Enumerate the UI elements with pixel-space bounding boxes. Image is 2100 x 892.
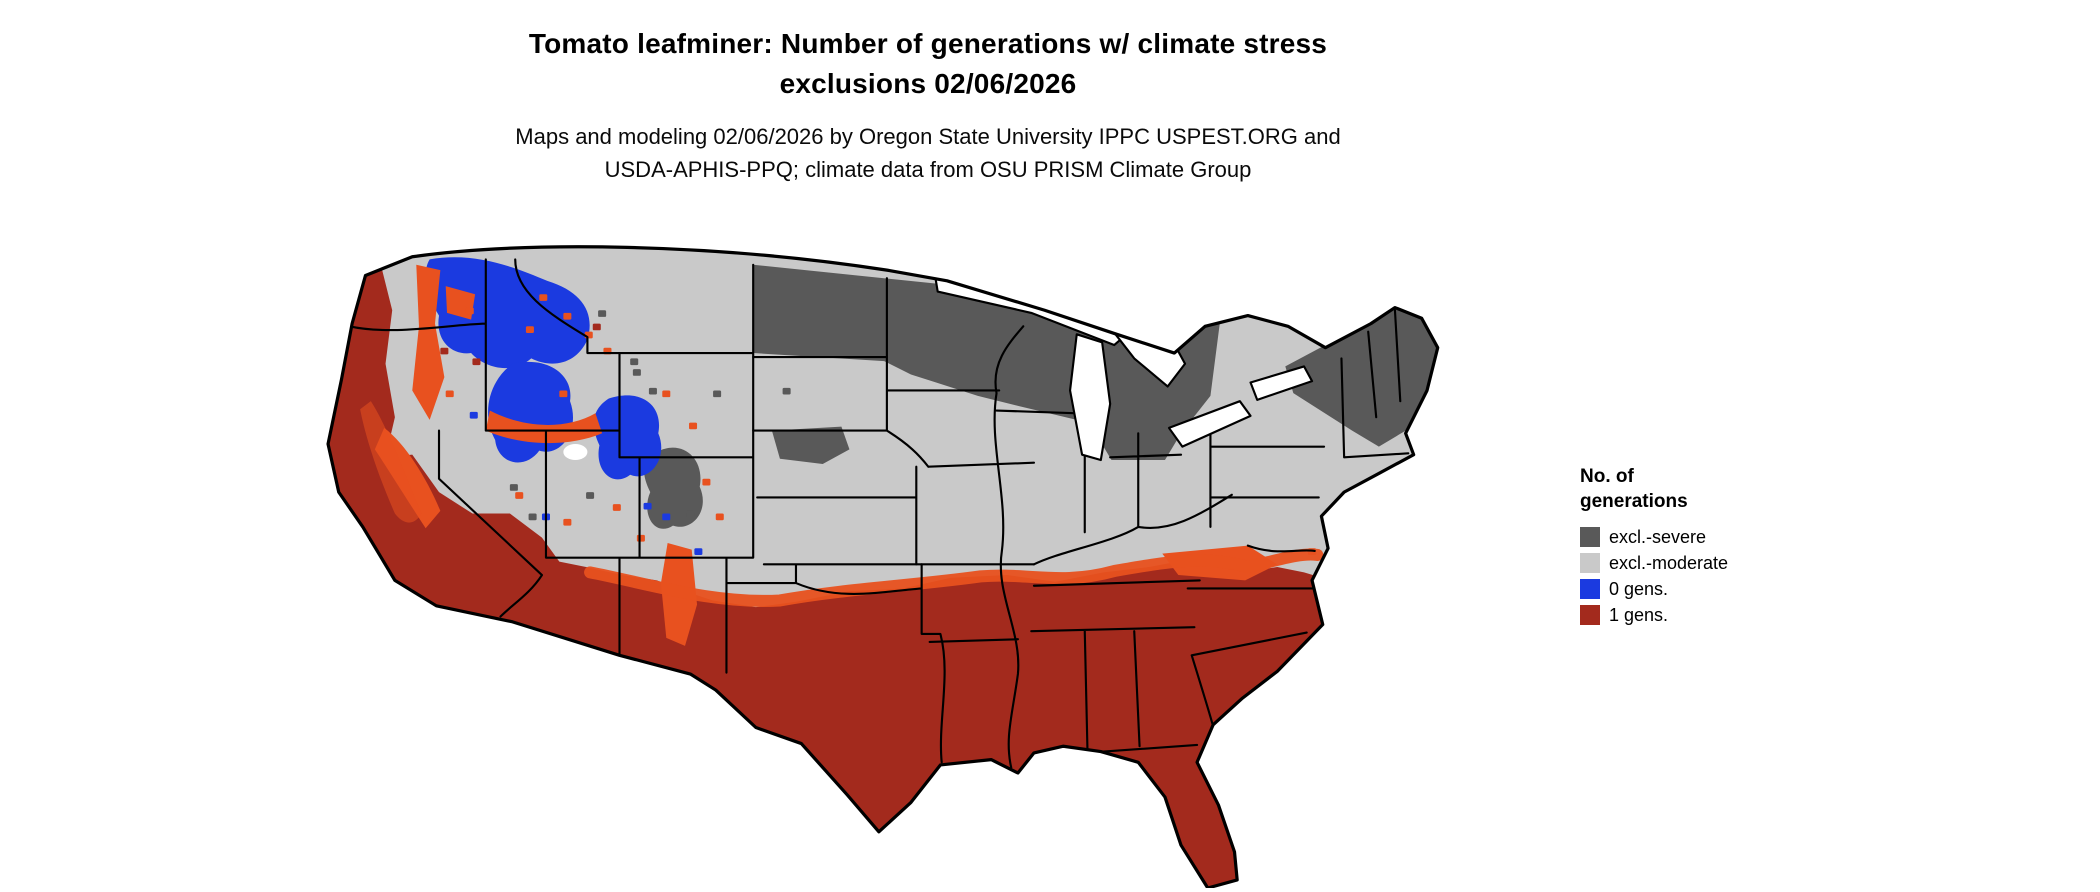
- legend-item-excl-moderate: excl.-moderate: [1580, 553, 1728, 573]
- legend-label-excl-severe: excl.-severe: [1609, 526, 1707, 547]
- legend-item-excl-severe: excl.-severe: [1580, 527, 1728, 547]
- legend-swatch-excl-moderate: [1580, 553, 1600, 573]
- subtitle-line1: Maps and modeling 02/06/2026 by Oregon S…: [515, 124, 1341, 149]
- legend-label-excl-moderate: excl.-moderate: [1609, 552, 1729, 573]
- lake-erie: [1167, 400, 1252, 448]
- legend-label-1-gens: 1 gens.: [1609, 604, 1669, 625]
- region-transition-orange: [360, 264, 1324, 646]
- map-subtitle: Maps and modeling 02/06/2026 by Oregon S…: [0, 120, 1856, 186]
- lake-ontario: [1249, 365, 1314, 401]
- legend-title-line2: generations: [1580, 491, 1688, 512]
- state-borders: [348, 258, 1410, 769]
- legend-swatch-excl-severe: [1580, 527, 1600, 547]
- legend-swatch-1-gens: [1580, 605, 1600, 625]
- national-outline: [326, 245, 1440, 888]
- legend-item-1-gens: 1 gens.: [1580, 605, 1728, 625]
- legend-swatch-0-gens: [1580, 579, 1600, 599]
- legend-title-line1: No. of: [1580, 466, 1634, 487]
- legend: No. of generations excl.-severe excl.-mo…: [1580, 464, 1728, 631]
- title-line1: Tomato leafminer: Number of generations …: [528, 28, 1328, 59]
- lake-michigan: [1068, 333, 1112, 462]
- subtitle-line2: USDA-APHIS-PPQ; climate data from OSU PR…: [604, 157, 1252, 182]
- great-salt-lake: [563, 443, 588, 461]
- legend-title: No. of generations: [1580, 464, 1728, 514]
- legend-label-0-gens: 0 gens.: [1609, 578, 1669, 599]
- us-map-svg: [326, 245, 1440, 888]
- map-title: Tomato leafminer: Number of generations …: [0, 24, 1856, 104]
- blue-speckles: [469, 411, 703, 578]
- dark-speckles: [509, 310, 791, 521]
- title-line2: exclusions 02/06/2026: [779, 68, 1077, 99]
- us-map: [312, 230, 1542, 888]
- legend-item-0-gens: 0 gens.: [1580, 579, 1728, 599]
